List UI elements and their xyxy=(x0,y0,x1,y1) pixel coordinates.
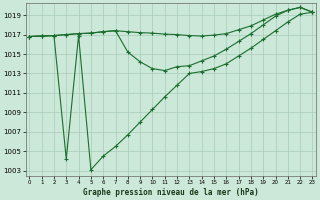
X-axis label: Graphe pression niveau de la mer (hPa): Graphe pression niveau de la mer (hPa) xyxy=(83,188,259,197)
